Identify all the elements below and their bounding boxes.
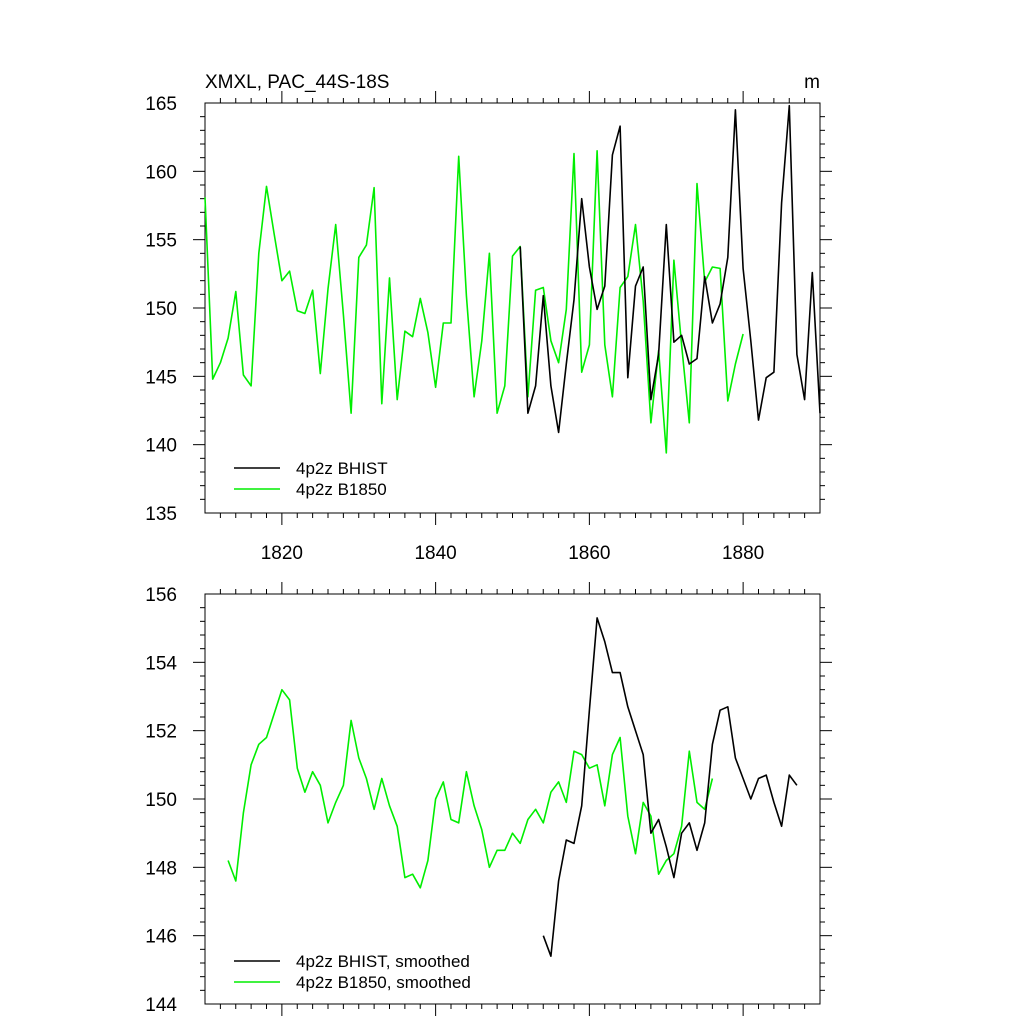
x-tick-label: 1820 — [261, 543, 303, 564]
legend-label-bhist-smoothed: 4p2z BHIST, smoothed — [296, 952, 470, 971]
y-tick-label: 135 — [145, 504, 177, 525]
series-line-b1850 — [204, 150, 744, 454]
top-panel: XMXL, PAC_44S-18S m 1820 1840 1860 18801351… — [145, 72, 832, 564]
legend-label-bhist: 4p2z BHIST — [296, 459, 388, 478]
top-panel-units: m — [804, 72, 820, 93]
y-tick-label: 140 — [145, 436, 177, 457]
legend-label-b1850-smoothed: 4p2z B1850, smoothed — [296, 973, 471, 992]
series-line-bhist-smoothed — [542, 617, 798, 958]
bottom-panel-legend: 4p2z BHIST, smoothed 4p2z B1850, smoothe… — [234, 952, 471, 992]
y-tick-label: 145 — [145, 367, 177, 388]
top-panel-legend: 4p2z BHIST 4p2z B1850 — [234, 459, 388, 499]
bottom-panel-ticks: 144 146 148 150 152 154 156 — [145, 582, 832, 1016]
y-tick-label: 160 — [145, 162, 177, 183]
y-tick-label: 156 — [145, 585, 177, 606]
bottom-panel: 144 146 148 150 152 154 156 4p2z BHIST, smooth… — [145, 582, 832, 1016]
y-tick-label: 144 — [145, 995, 177, 1016]
x-tick-label: 1880 — [722, 543, 764, 564]
x-tick-label: 1860 — [568, 543, 610, 564]
y-tick-label: 146 — [145, 927, 177, 948]
top-panel-title: XMXL, PAC_44S-18S — [205, 72, 389, 93]
y-tick-label: 150 — [145, 299, 177, 320]
y-tick-label: 148 — [145, 858, 177, 879]
y-tick-label: 155 — [145, 231, 177, 252]
top-panel-ticks: 1820 1840 1860 1880 135 140 145 150 155 160 165 — [145, 91, 832, 564]
legend-label-b1850: 4p2z B1850 — [296, 480, 387, 499]
series-line-bhist — [519, 104, 821, 434]
x-tick-label: 1840 — [414, 543, 456, 564]
y-tick-label: 154 — [145, 653, 177, 674]
y-tick-label: 152 — [145, 722, 177, 743]
series-line-b1850-smoothed — [227, 688, 714, 889]
top-panel-series — [204, 104, 821, 454]
bottom-panel-frame — [204, 593, 821, 1005]
y-tick-label: 165 — [145, 94, 177, 115]
y-tick-label: 150 — [145, 790, 177, 811]
bottom-panel-series — [227, 617, 798, 958]
